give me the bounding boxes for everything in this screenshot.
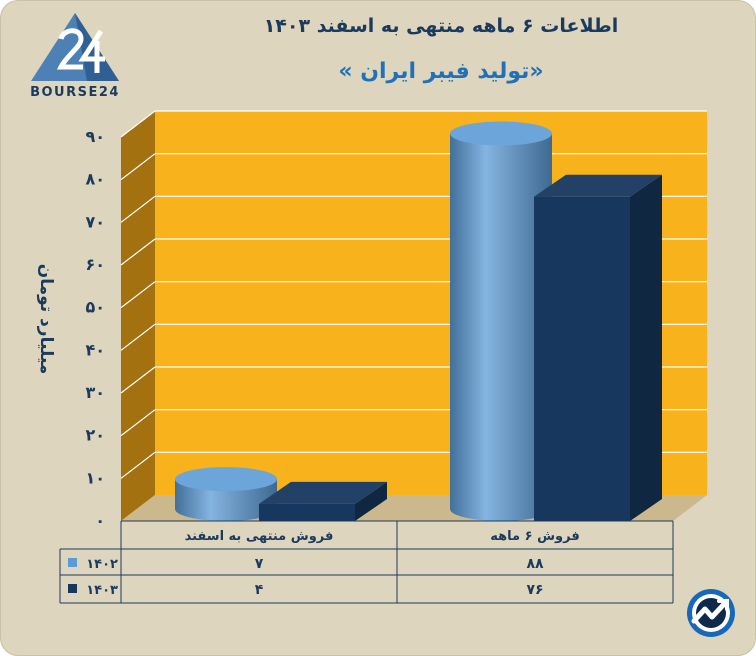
y-tick-label: ۱۰ (85, 468, 105, 487)
chart-title: اطلاعات ۶ ماهه منتهی به اسفند ۱۴۰۳ (263, 15, 619, 37)
legend-label: ۱۴۰۳ (86, 583, 118, 598)
bar-1403-6month-side (630, 174, 662, 521)
logo-wordmark: BOURSE24 (30, 85, 120, 100)
bar-1403-month (259, 503, 355, 521)
table-cell-value: ۴ (255, 582, 264, 598)
legend-key-۱۴۰۲ (68, 558, 77, 567)
gridline-side (120, 281, 156, 309)
gridline-side (120, 451, 156, 479)
chart-subtitle: «تولید فیبر ایران » (338, 59, 544, 84)
y-tick-label: ۶۰ (85, 255, 105, 274)
gridline-side (120, 195, 156, 223)
gridline-side (120, 153, 156, 181)
gridline-side (120, 323, 156, 351)
y-tick-label: ۳۰ (85, 383, 105, 402)
y-tick-label: ۰ (95, 511, 105, 530)
y-tick-label: ۵۰ (85, 298, 105, 317)
y-tick-label: ۸۰ (85, 170, 105, 189)
bar-1403-6month (534, 196, 630, 521)
category-label: فروش ۶ ماهه (490, 529, 579, 544)
y-tick-label: ۷۰ (85, 212, 105, 231)
table-cell-value: ۸۸ (526, 556, 544, 572)
gridline-side (120, 110, 156, 138)
plot-side-wall (121, 111, 155, 521)
bar-1402-6month-top (450, 121, 552, 146)
gridline-side (120, 409, 156, 437)
bar-1402-month (175, 479, 277, 521)
bar-1403-6month-top (534, 174, 662, 197)
gridline-side (120, 366, 156, 394)
legend-label: ۱۴۰۲ (86, 557, 118, 572)
y-tick-label: ۹۰ (85, 127, 105, 146)
y-tick-label: ۲۰ (85, 426, 105, 445)
y-tick-label: ۴۰ (85, 340, 105, 359)
bar-1403-month-side (355, 481, 387, 521)
gridline-side (120, 238, 156, 266)
bar-1402-6month (450, 133, 552, 522)
table-cell-value: ۷ (255, 556, 264, 572)
legend-key-۱۴۰۳ (68, 584, 77, 593)
category-label: فروش منتهی به اسفند (185, 529, 334, 544)
bourse24-logo (31, 13, 119, 81)
y-axis-title: میلیارد تومان (36, 264, 56, 375)
trend-icon (687, 589, 735, 637)
bar-1402-month-top (175, 467, 277, 492)
table-cell-value: ۷۶ (526, 582, 543, 598)
bar-1403-month-top (259, 481, 387, 504)
